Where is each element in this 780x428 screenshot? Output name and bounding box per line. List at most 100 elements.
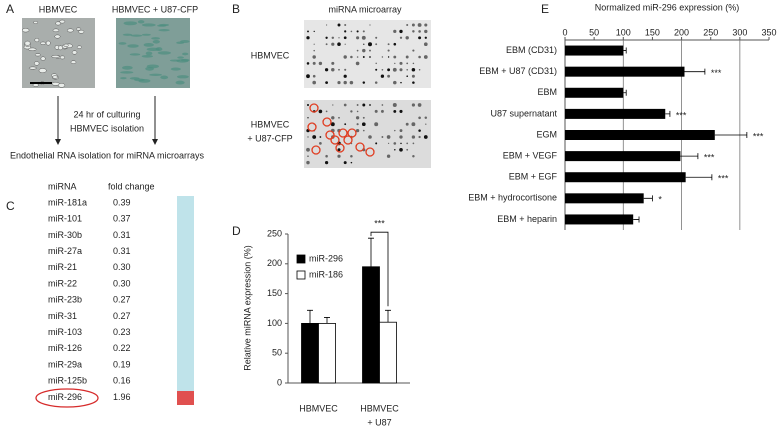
spot (418, 30, 421, 33)
cell (40, 56, 46, 61)
spot (406, 148, 409, 151)
spot (424, 116, 428, 120)
spot (381, 56, 384, 58)
spot (312, 135, 317, 139)
error-bar (368, 237, 374, 267)
spot (306, 62, 310, 65)
spot (406, 68, 409, 71)
spot (306, 147, 310, 152)
mirna-name: miR-101 (48, 214, 82, 224)
cell (145, 51, 153, 56)
cell (157, 24, 167, 27)
x-tick-label: 100 (616, 27, 631, 37)
panel-letter: A (6, 2, 14, 16)
error-bar (623, 47, 627, 54)
bar (362, 266, 380, 384)
step-text: HBMVEC isolation (70, 123, 144, 133)
spot (375, 142, 378, 145)
spot (424, 23, 428, 27)
cell (141, 33, 151, 36)
cells (22, 19, 190, 88)
cell (176, 75, 189, 79)
marked-spot (365, 147, 375, 157)
mirna-name: miR-29a (48, 359, 82, 369)
cell (59, 55, 65, 60)
spot (394, 62, 396, 65)
cell (78, 29, 85, 34)
category-label: EBM + VEGF (503, 150, 558, 160)
spot (411, 68, 416, 72)
cell (175, 80, 185, 85)
spot (350, 110, 353, 113)
cell (40, 41, 46, 45)
spot (406, 23, 409, 27)
x-tick-label: 0 (562, 27, 567, 37)
panel-letter: E (541, 2, 549, 16)
spot (374, 81, 378, 84)
spot (412, 62, 415, 65)
bar (565, 130, 715, 140)
mirna-name: miR-22 (48, 278, 77, 288)
cell (176, 41, 185, 44)
category-label: EBM + EGF (509, 172, 558, 182)
spot (325, 154, 328, 158)
spot (387, 43, 390, 46)
spot (306, 103, 310, 107)
spot (387, 142, 390, 145)
spot (417, 103, 422, 107)
x-tick-label: 250 (703, 27, 718, 37)
spot (362, 81, 366, 84)
cell (33, 20, 39, 24)
spot (337, 81, 341, 85)
cell (45, 40, 51, 46)
spot (387, 56, 390, 58)
significance: *** (711, 68, 722, 78)
spot (344, 23, 347, 27)
cell (170, 67, 181, 71)
spot (356, 123, 359, 126)
spot (399, 68, 403, 72)
category-label: EBM (CD31) (506, 45, 557, 55)
spot (363, 43, 365, 45)
marked-spot (347, 128, 357, 138)
spot (362, 103, 366, 107)
legend-label: miR-186 (309, 269, 343, 279)
fold-change: 0.30 (113, 278, 131, 288)
spot (312, 55, 316, 59)
cell (160, 75, 169, 80)
spot (375, 36, 378, 39)
spot (368, 42, 372, 47)
significance: *** (676, 110, 687, 120)
bar (565, 214, 634, 225)
category-label: U87 supernatant (490, 108, 557, 118)
fold-change: 0.19 (113, 359, 131, 369)
spot (418, 36, 422, 40)
error-bar (680, 153, 699, 160)
column-header: fold change (108, 181, 155, 191)
spot (362, 48, 366, 53)
spot (306, 160, 310, 165)
spot (343, 103, 347, 107)
bar (565, 45, 624, 56)
cell (130, 34, 143, 37)
cell (129, 53, 141, 56)
cell (146, 64, 159, 69)
fold-change: 0.27 (113, 295, 131, 305)
cell (138, 78, 151, 83)
cell (76, 45, 82, 49)
spot (406, 142, 409, 145)
cell (182, 52, 189, 56)
spot (386, 154, 391, 158)
spot (369, 56, 371, 58)
x-tick-label: + U87 (367, 417, 391, 427)
spot (380, 74, 385, 78)
spot (393, 55, 397, 59)
spot (392, 103, 397, 107)
spot (405, 55, 409, 59)
spot (375, 43, 378, 46)
mirna-name: miR-27a (48, 246, 82, 256)
error-bar (665, 110, 671, 117)
spot (381, 68, 384, 71)
spot (319, 136, 322, 138)
spot (400, 81, 402, 84)
